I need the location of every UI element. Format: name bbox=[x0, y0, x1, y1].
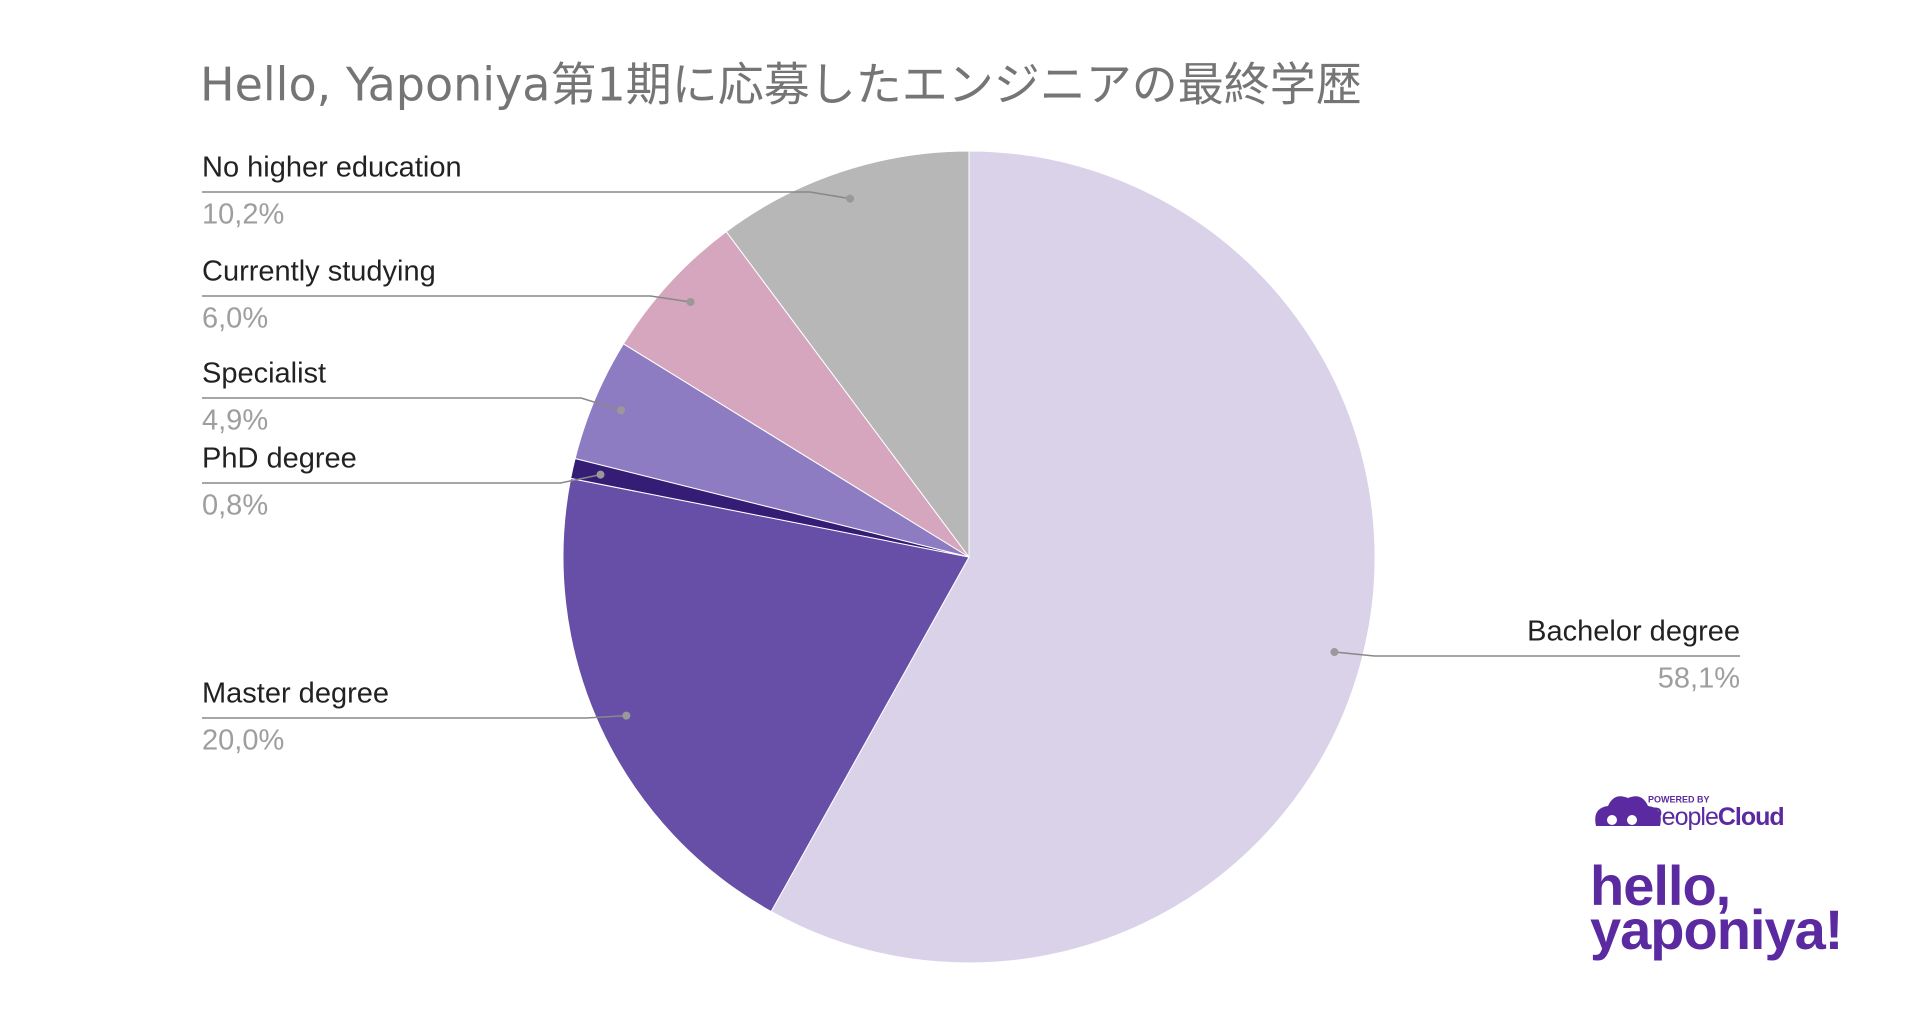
cloud-icon-dot bbox=[1607, 815, 1617, 825]
slice-label: No higher education bbox=[202, 152, 462, 184]
slice-label: PhD degree bbox=[202, 443, 357, 475]
pie-slice bbox=[562, 477, 970, 913]
leader-line bbox=[202, 397, 622, 412]
slice-value-label: 0,8% bbox=[202, 490, 268, 522]
leader-line bbox=[202, 473, 601, 484]
leader-dot bbox=[686, 298, 695, 307]
cloud-icon-dot bbox=[1627, 815, 1637, 825]
slice-value-label: 58,1% bbox=[1658, 663, 1740, 695]
leader-dot bbox=[846, 194, 855, 203]
leader-line bbox=[1334, 651, 1740, 657]
leader-line bbox=[202, 295, 691, 303]
leader-line bbox=[202, 714, 627, 719]
slice-value-label: 20,0% bbox=[202, 725, 284, 757]
logo: POWERED BY PeopleCloud hello, yaponiya! bbox=[1590, 794, 1843, 961]
leader-dot bbox=[596, 470, 605, 479]
logo-people: PeopleCloud bbox=[1646, 803, 1784, 831]
pie-slice bbox=[770, 150, 1376, 964]
leader-dot bbox=[622, 711, 631, 720]
leader-line bbox=[202, 191, 851, 200]
powered-by: POWERED BY bbox=[1648, 794, 1710, 804]
leader-dot bbox=[617, 406, 626, 415]
slice-value-label: 4,9% bbox=[202, 405, 268, 437]
slice-label: Specialist bbox=[202, 358, 326, 390]
pie-slice bbox=[725, 150, 970, 559]
slice-value-label: 10,2% bbox=[202, 199, 284, 231]
pie-slice bbox=[622, 230, 970, 558]
slice-value-label: 6,0% bbox=[202, 303, 268, 335]
slice-label: Currently studying bbox=[202, 256, 436, 288]
slice-label: Bachelor degree bbox=[1527, 616, 1740, 648]
slice-label: Master degree bbox=[202, 678, 389, 710]
logo-yaponiya: yaponiya! bbox=[1590, 898, 1842, 961]
logo-hello: hello, bbox=[1590, 854, 1730, 917]
leader-dot bbox=[1330, 648, 1339, 657]
chart-title: Hello, Yaponiya第1期に応募したエンジニアの最終学歴 bbox=[200, 58, 1362, 112]
